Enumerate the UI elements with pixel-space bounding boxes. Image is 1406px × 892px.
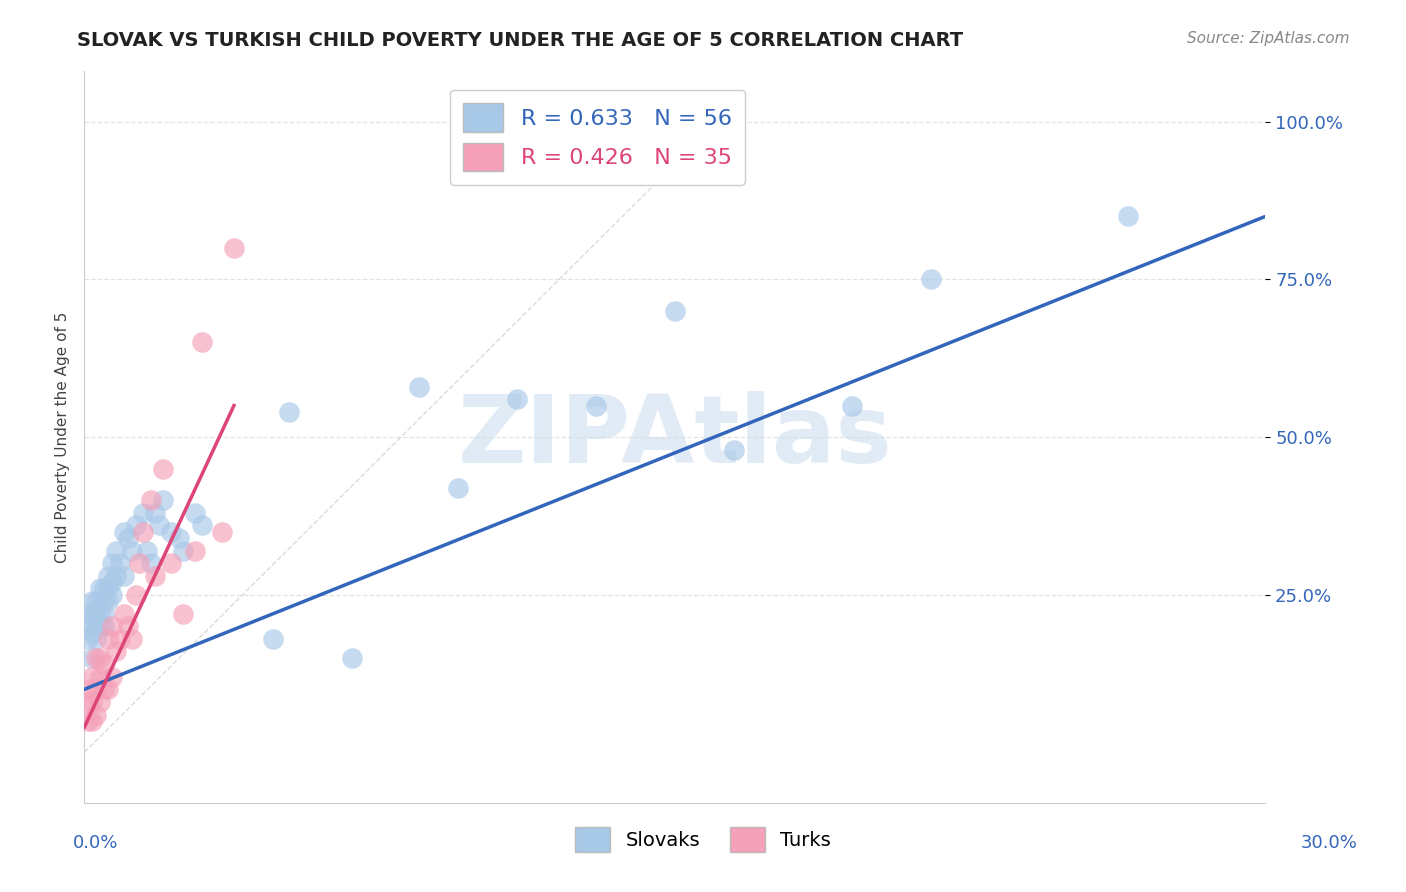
Point: [82, 607, 104, 621]
Point: [141, 493, 163, 508]
Point: [89, 594, 111, 608]
Point: [82, 695, 104, 709]
Legend: Slovaks, Turks: Slovaks, Turks: [568, 820, 838, 860]
Point: [143, 569, 166, 583]
Point: [93, 657, 115, 671]
Point: [84, 650, 107, 665]
Point: [84, 607, 107, 621]
Point: [101, 556, 124, 570]
Point: [84, 619, 107, 633]
Point: [148, 518, 170, 533]
Point: [121, 543, 143, 558]
Point: [172, 543, 194, 558]
Point: [104, 543, 127, 558]
Point: [585, 399, 607, 413]
Point: [112, 524, 135, 539]
Legend: R = 0.633   N = 56, R = 0.426   N = 35: R = 0.633 N = 56, R = 0.426 N = 35: [450, 90, 745, 185]
Point: [506, 392, 529, 407]
Point: [278, 405, 301, 419]
Point: [82, 650, 104, 665]
Point: [128, 556, 150, 570]
Text: ZIPAtlas: ZIPAtlas: [457, 391, 893, 483]
Point: [841, 399, 863, 413]
Point: [447, 481, 470, 495]
Point: [108, 632, 131, 646]
Point: [93, 582, 115, 596]
Point: [183, 543, 205, 558]
Point: [132, 524, 155, 539]
Point: [77, 682, 100, 697]
Point: [93, 619, 115, 633]
Point: [132, 506, 155, 520]
Point: [104, 644, 127, 658]
Point: [136, 543, 159, 558]
Point: [89, 670, 111, 684]
Point: [124, 518, 146, 533]
Point: [77, 695, 100, 709]
Point: [77, 714, 100, 728]
Point: [211, 524, 233, 539]
Point: [84, 594, 107, 608]
Text: 0.0%: 0.0%: [73, 834, 118, 852]
Point: [152, 461, 174, 475]
Point: [82, 594, 104, 608]
Point: [89, 607, 111, 621]
Point: [160, 524, 183, 539]
Point: [112, 607, 135, 621]
Point: [183, 506, 205, 520]
Point: [112, 569, 135, 583]
Point: [97, 682, 120, 697]
Point: [340, 650, 363, 665]
Point: [84, 707, 107, 722]
Point: [93, 682, 115, 697]
Point: [191, 335, 214, 350]
Point: [117, 531, 139, 545]
Point: [77, 607, 100, 621]
Point: [222, 241, 245, 255]
Point: [141, 556, 163, 570]
Point: [172, 607, 194, 621]
Point: [93, 607, 115, 621]
Point: [723, 442, 745, 457]
Point: [160, 556, 183, 570]
Point: [77, 632, 100, 646]
Point: [84, 682, 107, 697]
Point: [1116, 210, 1139, 224]
Point: [97, 569, 120, 583]
Point: [97, 594, 120, 608]
Point: [117, 619, 139, 633]
Point: [82, 625, 104, 640]
Point: [82, 714, 104, 728]
Point: [93, 594, 115, 608]
Point: [89, 650, 111, 665]
Point: [101, 619, 124, 633]
Point: [108, 556, 131, 570]
Point: [89, 619, 111, 633]
Point: [167, 531, 190, 545]
Point: [77, 619, 100, 633]
Text: 30.0%: 30.0%: [1301, 834, 1357, 852]
Y-axis label: Child Poverty Under the Age of 5: Child Poverty Under the Age of 5: [55, 311, 70, 563]
Point: [191, 518, 214, 533]
Point: [920, 272, 942, 286]
Point: [664, 304, 686, 318]
Point: [408, 379, 430, 393]
Point: [262, 632, 284, 646]
Point: [97, 582, 120, 596]
Point: [104, 569, 127, 583]
Point: [143, 506, 166, 520]
Point: [97, 632, 120, 646]
Point: [89, 695, 111, 709]
Point: [82, 670, 104, 684]
Point: [121, 632, 143, 646]
Point: [101, 670, 124, 684]
Point: [84, 632, 107, 646]
Point: [152, 493, 174, 508]
Point: [124, 588, 146, 602]
Point: [89, 582, 111, 596]
Point: [101, 588, 124, 602]
Text: SLOVAK VS TURKISH CHILD POVERTY UNDER THE AGE OF 5 CORRELATION CHART: SLOVAK VS TURKISH CHILD POVERTY UNDER TH…: [77, 31, 963, 50]
Point: [101, 575, 124, 590]
Text: Source: ZipAtlas.com: Source: ZipAtlas.com: [1187, 31, 1350, 46]
